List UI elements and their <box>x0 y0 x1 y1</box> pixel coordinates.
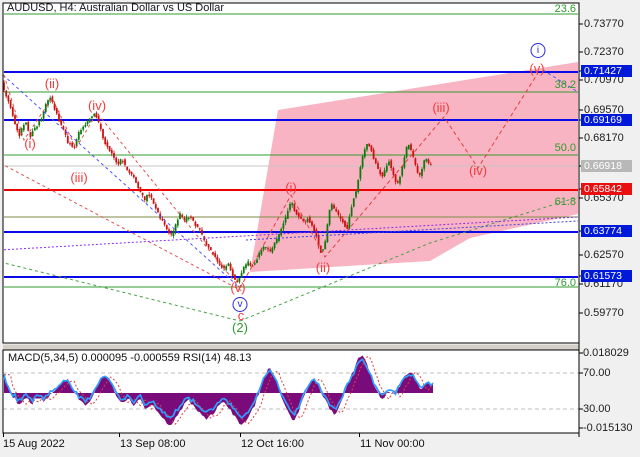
price-badge: 0.61573 <box>581 270 632 282</box>
wave-label: (i) <box>24 136 36 151</box>
price-badge: 0.63774 <box>581 225 632 237</box>
wave-label: (v) <box>230 280 246 295</box>
fib-level-label: 76.0 <box>554 277 576 289</box>
macd-axis-label: 0.018029 <box>583 347 629 359</box>
wave-label: (ii) <box>44 76 60 91</box>
macd-axis-label: 30.00 <box>583 403 611 415</box>
price-axis-label: 0.73770 <box>584 18 624 30</box>
red-wave-forecast <box>239 72 539 289</box>
purple-line <box>3 216 579 251</box>
price-axis-label: 0.70970 <box>584 74 624 86</box>
macd-group <box>3 355 579 426</box>
wave-circle-label: i <box>530 43 546 58</box>
macd-indicator-label: MACD(5,34,5) 0.000095 -0.000559 RSI(14) … <box>8 352 252 364</box>
fib-level-label: 61.8 <box>554 196 576 208</box>
wave-label: c <box>237 308 245 323</box>
wave-label: (v) <box>529 61 545 76</box>
panel-separator <box>3 343 579 350</box>
price-badge: 0.65842 <box>581 183 632 195</box>
blue-flat <box>245 220 579 241</box>
price-axis-label: 0.62570 <box>584 249 624 261</box>
macd-axis-label: -0.015130 <box>583 422 633 434</box>
main-chart-group <box>3 13 579 322</box>
date-label: 15 Aug 2022 <box>3 438 65 450</box>
fib-level-label: 50.0 <box>554 142 576 154</box>
price-axis-label: 0.72370 <box>584 46 624 58</box>
wave-label: (iv) <box>87 98 107 113</box>
blue-trendline <box>3 74 241 289</box>
chart-title: AUDUSD, H4: Australian Dollar vs US Doll… <box>7 2 225 14</box>
fib-level-label: 38.2 <box>554 79 576 91</box>
macd-histogram <box>4 355 433 426</box>
price-axis-label: 0.65370 <box>584 192 624 204</box>
macd-axis-label: 70.00 <box>583 367 611 379</box>
wave-label: (iii) <box>432 100 450 115</box>
date-label: 12 Oct 16:00 <box>241 438 304 450</box>
wave-label: (iv) <box>468 163 488 178</box>
wave-label: (iii) <box>70 170 88 185</box>
macd-signal-line <box>3 356 434 425</box>
wave-label: (ii) <box>315 260 331 275</box>
green-forecast <box>239 196 579 322</box>
wave-label: (i) <box>285 180 297 195</box>
price-axis-label: 0.59770 <box>584 307 624 319</box>
red-wave-left <box>3 74 241 289</box>
date-label: 13 Sep 08:00 <box>120 438 186 450</box>
blue-forecast <box>542 69 579 93</box>
green-left <box>3 262 241 322</box>
wave-circle-label: v <box>232 297 248 312</box>
rsi-line <box>3 358 434 419</box>
fib-level-label: 23.6 <box>554 3 576 15</box>
price-axis-label: 0.68170 <box>584 132 624 144</box>
price-axis-label: 0.69570 <box>584 104 624 116</box>
wave-label: (2) <box>232 320 248 335</box>
price-badge: 0.71427 <box>581 65 632 77</box>
price-badge: 0.66918 <box>581 160 632 172</box>
date-label: 11 Nov 00:00 <box>360 438 425 450</box>
price-badge: 0.69169 <box>581 114 632 126</box>
projection-channel <box>250 62 578 272</box>
red-trendline <box>3 164 245 293</box>
